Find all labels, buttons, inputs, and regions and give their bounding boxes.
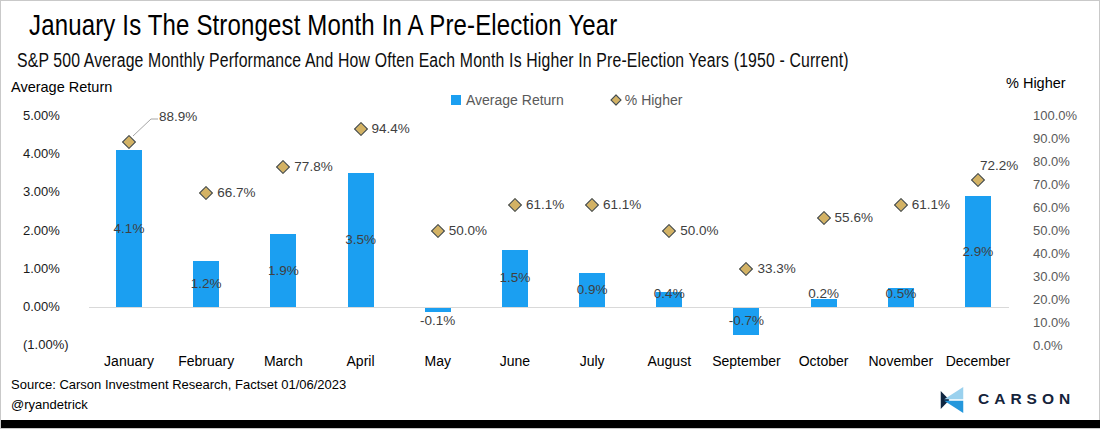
diamond-value-label: 61.1%	[526, 197, 564, 213]
diamond-april	[353, 122, 367, 136]
right-axis-tick: 20.0%	[1033, 292, 1070, 308]
diamond-value-label: 77.8%	[294, 159, 332, 175]
left-axis-tick: (1.00%)	[23, 337, 69, 353]
diamond-value-label: 66.7%	[217, 185, 255, 201]
diamond-value-label: 94.4%	[372, 121, 410, 137]
source-handle: @ryandetrick	[11, 395, 346, 415]
chart-frame: January Is The Strongest Month In A Pre-…	[0, 0, 1100, 429]
diamond-february	[199, 186, 213, 200]
diamond-june	[508, 198, 522, 212]
diamond-value-label: 50.0%	[680, 223, 718, 239]
right-axis-tick: 100.0%	[1033, 108, 1077, 124]
bar-value-label: 4.1%	[99, 221, 159, 237]
carson-logo	[939, 384, 965, 416]
bar-value-label: -0.1%	[408, 313, 468, 329]
bar-value-label: 0.9%	[562, 282, 622, 298]
left-axis-tick: 4.00%	[23, 146, 60, 162]
plot-area: 5.00% 4.00% 3.00% 2.00% 1.00% 0.00% (1.00%) 100…	[1, 1, 1100, 429]
right-axis-tick: 60.0%	[1033, 200, 1070, 216]
right-axis-tick: 0.0%	[1033, 338, 1063, 354]
right-axis-tick: 50.0%	[1033, 223, 1070, 239]
bar-value-label: 0.2%	[794, 286, 854, 302]
bar-value-label: 1.2%	[176, 276, 236, 292]
diamond-december	[971, 173, 985, 187]
diamond-november	[894, 198, 908, 212]
bar-value-label: 3.5%	[331, 232, 391, 248]
diamond-value-label: 88.9%	[159, 109, 197, 125]
bottom-border-bar	[1, 420, 1100, 428]
right-axis-tick: 40.0%	[1033, 246, 1070, 262]
bar-value-label: 2.9%	[948, 244, 1008, 260]
bar-value-label: 0.4%	[639, 286, 699, 302]
diamond-january	[122, 135, 136, 149]
diamond-value-label: 50.0%	[449, 223, 487, 239]
right-axis-tick: 70.0%	[1033, 177, 1070, 193]
diamond-may	[431, 224, 445, 238]
january-label-leader-line	[133, 119, 158, 136]
carson-logo-text: CARSON	[978, 390, 1075, 408]
source-line: Source: Carson Investment Research, Fact…	[11, 375, 346, 395]
left-axis-tick: 3.00%	[23, 184, 60, 200]
left-axis-tick: 5.00%	[23, 108, 60, 124]
bar-value-label: 0.5%	[871, 286, 931, 302]
diamond-value-label: 61.1%	[603, 197, 641, 213]
right-axis-tick: 30.0%	[1033, 269, 1070, 285]
right-axis-tick: 10.0%	[1033, 315, 1070, 331]
diamond-march	[276, 160, 290, 174]
x-axis-label: December	[930, 353, 1026, 369]
bar-may	[425, 308, 451, 312]
right-axis-tick: 90.0%	[1033, 131, 1070, 147]
diamond-august	[662, 224, 676, 238]
bar-value-label: 1.5%	[485, 270, 545, 286]
left-axis-tick: 2.00%	[23, 223, 60, 239]
left-axis-tick: 0.00%	[23, 299, 60, 315]
zero-gridline	[89, 307, 1009, 308]
bar-value-label: -0.7%	[716, 313, 776, 329]
diamond-october	[817, 211, 831, 225]
diamond-september	[739, 262, 753, 276]
diamond-value-label: 33.3%	[757, 261, 795, 277]
diamond-value-label: 72.2%	[980, 158, 1018, 174]
diamond-value-label: 55.6%	[835, 210, 873, 226]
carson-logo-mark-icon	[939, 384, 965, 416]
diamond-july	[585, 198, 599, 212]
diamond-value-label: 61.1%	[912, 197, 950, 213]
right-axis-tick: 80.0%	[1033, 154, 1070, 170]
bar-value-label: 1.9%	[253, 263, 313, 279]
left-axis-tick: 1.00%	[23, 261, 60, 277]
source-note: Source: Carson Investment Research, Fact…	[11, 375, 346, 415]
